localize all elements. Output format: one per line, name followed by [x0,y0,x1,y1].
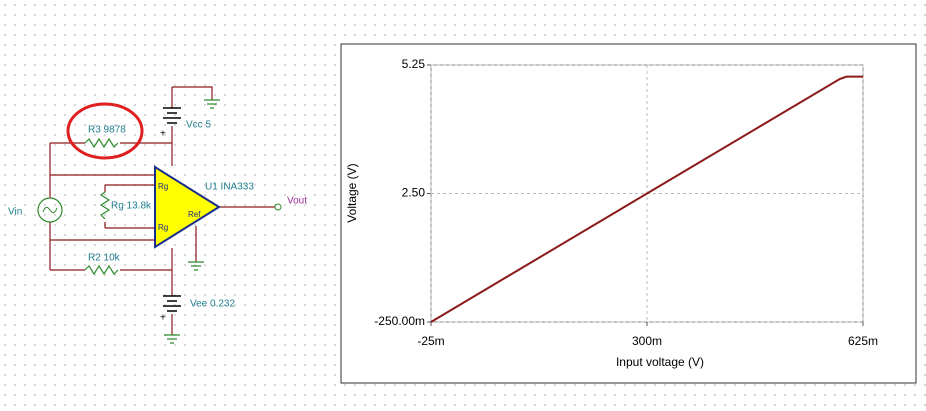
wire [49,86,275,335]
label: Vcc 5 [186,120,211,131]
output-terminal [274,203,282,211]
schematic: R3 9878 Vcc 5 + U1 INA333 Vout Vin Rg 13… [8,86,307,344]
x-axis-title: Input voltage (V) [616,355,704,369]
ground [164,99,220,344]
label: R3 9878 [88,125,126,136]
label: Rg 13.8k [111,201,152,212]
y-tick-label: 2.50 [402,186,426,200]
label: U1 INA333 [205,182,254,193]
x-tick-label: 625m [848,334,878,348]
label: Vin [8,207,22,218]
data-line [430,75,863,323]
label: + [160,313,166,324]
x-tick-label: 300m [632,334,662,348]
label: + [160,129,166,140]
chart: Input voltage (V) Voltage (V) -250.00m 2.… [345,57,878,369]
op-amp [154,165,221,249]
label: Rg [158,223,168,232]
label: Vee 0.232 [190,299,235,310]
label: Ref [188,210,201,219]
label: Rg [158,182,168,191]
battery [163,107,181,312]
resistor [84,137,119,276]
label: R2 10k [88,253,121,264]
highlight-circle [66,102,144,160]
y-tick-label: 5.25 [402,57,426,71]
source-wave [42,206,58,214]
x-tick-label: -25m [417,334,444,348]
voltage-source [37,197,63,223]
y-tick-label: -250.00m [374,314,425,328]
y-axis-title: Voltage (V) [345,163,359,222]
chart-frame [340,43,917,384]
label: Vout [287,196,307,207]
